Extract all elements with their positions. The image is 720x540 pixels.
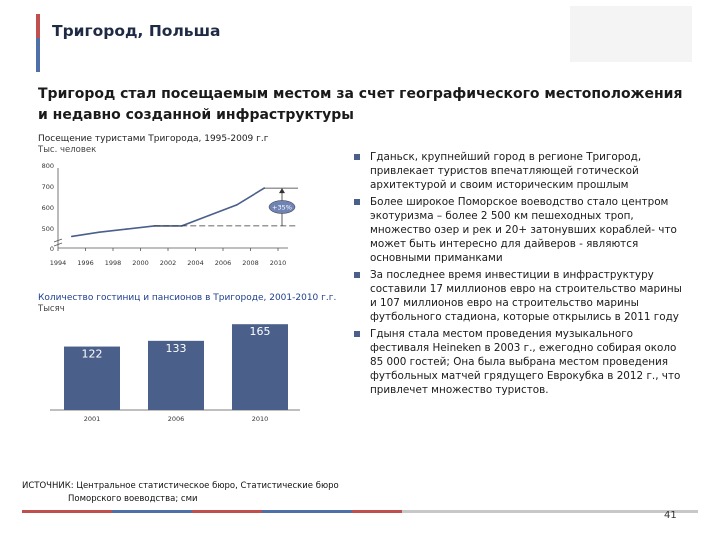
bullet-text: За последнее время инвестиции в инфрастр…	[370, 269, 682, 323]
line-chart: 800 700 600 500 0 1994 1996 1998 2000 2002 2004 200…	[42, 162, 298, 267]
x-tick-label: 1996	[77, 259, 94, 267]
footer-bar-red	[352, 510, 402, 513]
x-tick-label: 1998	[105, 259, 122, 267]
x-tick-label: 2010	[270, 259, 287, 267]
data-point	[98, 231, 101, 233]
bullet-item: За последнее время инвестиции в инфрастр…	[352, 268, 690, 324]
bar	[64, 346, 120, 410]
x-tick-label: 2006	[168, 415, 185, 423]
arrow-head-icon	[279, 188, 285, 194]
data-point	[208, 214, 211, 217]
bullet-item: Более широкое Поморское воеводство стало…	[352, 195, 690, 265]
x-tick-label: 2006	[215, 259, 232, 267]
bullet-text: Гданьск, крупнейший город в регионе Триг…	[370, 151, 642, 191]
line-chart-title: Посещение туристами Тригорода, 1995-2009…	[38, 134, 269, 144]
square-bullet-icon	[354, 331, 360, 337]
y-tick-label: 600	[42, 204, 54, 212]
x-tick-label: 2008	[242, 259, 259, 267]
source-note: ИСТОЧНИК: Центральное статистическое бюр…	[22, 481, 339, 491]
title-accent-red	[36, 14, 40, 38]
page-number: 41	[664, 510, 677, 521]
x-tick-label: 2000	[132, 259, 149, 267]
footer-bar-grey	[402, 510, 698, 513]
footer-bar-blue	[262, 510, 352, 513]
bar	[232, 324, 288, 410]
source-note-cont: Поморского воеводства; сми	[68, 494, 198, 504]
footer-bar-blue	[112, 510, 192, 513]
series-line	[71, 187, 265, 238]
y-tick-label: 700	[42, 183, 54, 191]
bar	[148, 340, 204, 410]
x-tick-label: 2004	[187, 259, 204, 267]
data-point	[70, 235, 73, 238]
axis-break	[53, 238, 63, 247]
square-bullet-icon	[354, 272, 360, 278]
bullet-list: Гданьск, крупнейший город в регионе Триг…	[352, 150, 690, 400]
footer-bar-red	[192, 510, 262, 513]
bar-chart-title: Количество гостиниц и пансионов в Тригор…	[38, 293, 337, 303]
footer-bar-red	[22, 510, 112, 513]
slide-title: Тригород, Польша	[52, 22, 221, 40]
y-tick-label: 800	[42, 162, 54, 170]
x-tick-label: 2010	[252, 415, 269, 423]
corner-decoration	[570, 6, 692, 62]
bullet-item: Гданьск, крупнейший город в регионе Триг…	[352, 150, 690, 192]
x-tick-label: 2002	[160, 259, 177, 267]
bar-value-label: 133	[166, 342, 187, 355]
title-accent-blue	[36, 38, 40, 72]
bar-chart-unit: Тысяч	[38, 304, 65, 314]
y-tick-label: 500	[42, 225, 54, 233]
x-tick-label: 2001	[84, 415, 101, 423]
square-bullet-icon	[354, 154, 360, 160]
footer-bar	[22, 510, 698, 513]
y-tick-label: 0	[50, 245, 54, 253]
x-tick-label: 1994	[50, 259, 67, 267]
bar-chart: 122 2001 133 2006 165 2010	[50, 324, 300, 423]
bullet-text: Гдыня стала местом проведения музыкально…	[370, 328, 681, 396]
line-chart-unit: Тыс. человек	[38, 145, 97, 155]
bullet-item: Гдыня стала местом проведения музыкально…	[352, 327, 690, 397]
data-point	[235, 204, 238, 206]
square-bullet-icon	[354, 199, 360, 205]
bar-value-label: 165	[250, 325, 271, 338]
growth-badge	[268, 200, 296, 214]
data-point	[125, 228, 128, 230]
bullet-text: Более широкое Поморское воеводство стало…	[370, 196, 677, 264]
slide-subtitle: Тригород стал посещаемым местом за счет …	[38, 86, 683, 123]
growth-badge-label: +35%	[272, 203, 292, 211]
bar-value-label: 122	[82, 348, 103, 361]
